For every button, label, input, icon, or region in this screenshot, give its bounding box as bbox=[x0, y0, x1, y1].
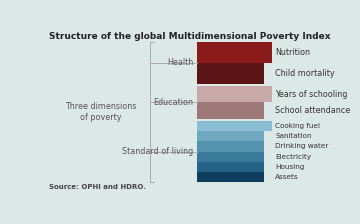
Text: Standard of living: Standard of living bbox=[122, 147, 193, 156]
FancyBboxPatch shape bbox=[197, 162, 264, 172]
FancyBboxPatch shape bbox=[197, 63, 264, 84]
Text: Electricity: Electricity bbox=[275, 154, 311, 160]
FancyBboxPatch shape bbox=[197, 41, 272, 63]
Text: Health: Health bbox=[167, 58, 193, 67]
FancyBboxPatch shape bbox=[197, 102, 264, 118]
Text: Cooking fuel: Cooking fuel bbox=[275, 123, 320, 129]
Text: Source: OPHI and HDRO.: Source: OPHI and HDRO. bbox=[49, 184, 146, 190]
Text: Child mortality: Child mortality bbox=[275, 69, 335, 78]
Text: Sanitation: Sanitation bbox=[275, 133, 312, 139]
FancyBboxPatch shape bbox=[197, 131, 264, 141]
FancyBboxPatch shape bbox=[197, 172, 264, 182]
Text: Housing: Housing bbox=[275, 164, 305, 170]
Text: Years of schooling: Years of schooling bbox=[275, 90, 347, 99]
FancyBboxPatch shape bbox=[197, 141, 264, 152]
FancyBboxPatch shape bbox=[197, 121, 272, 131]
FancyBboxPatch shape bbox=[197, 152, 264, 162]
Text: Structure of the global Multidimensional Poverty Index: Structure of the global Multidimensional… bbox=[49, 32, 330, 41]
Text: Three dimensions
of poverty: Three dimensions of poverty bbox=[65, 102, 136, 122]
Text: School attendance: School attendance bbox=[275, 106, 350, 115]
Text: Drinking water: Drinking water bbox=[275, 144, 329, 149]
Text: Assets: Assets bbox=[275, 174, 299, 180]
Text: Education: Education bbox=[153, 98, 193, 107]
Text: Nutrition: Nutrition bbox=[275, 47, 310, 57]
FancyBboxPatch shape bbox=[197, 86, 272, 102]
